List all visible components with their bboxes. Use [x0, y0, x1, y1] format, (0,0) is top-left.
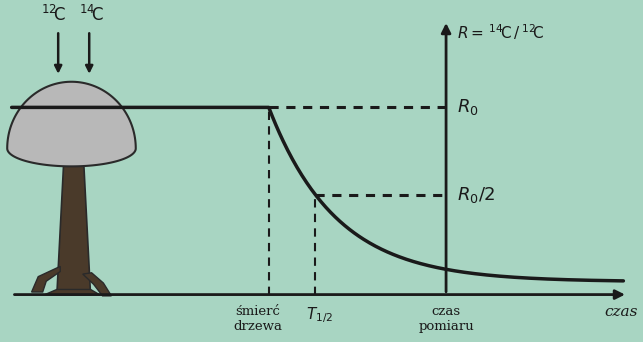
Text: $^{12}\!\mathrm{C}$: $^{12}\!\mathrm{C}$ — [41, 5, 66, 25]
Polygon shape — [83, 273, 111, 296]
Text: $R_0$: $R_0$ — [457, 97, 479, 117]
Text: $T_{1/2}$: $T_{1/2}$ — [306, 305, 333, 325]
Text: czas
pomiaru: czas pomiaru — [418, 305, 474, 333]
Polygon shape — [32, 266, 60, 292]
Text: $R = \,{}^{14}\!\mathrm{C}\,/\,{}^{12}\!\mathrm{C}$: $R = \,{}^{14}\!\mathrm{C}\,/\,{}^{12}\!… — [457, 23, 545, 42]
Text: $^{14}\!\mathrm{C}$: $^{14}\!\mathrm{C}$ — [78, 5, 104, 25]
Polygon shape — [57, 157, 91, 294]
Polygon shape — [45, 289, 100, 294]
Text: czas: czas — [604, 305, 638, 319]
Polygon shape — [7, 82, 136, 166]
Text: śmierć
drzewa: śmierć drzewa — [233, 305, 282, 333]
Text: $R_0/2$: $R_0/2$ — [457, 185, 495, 205]
